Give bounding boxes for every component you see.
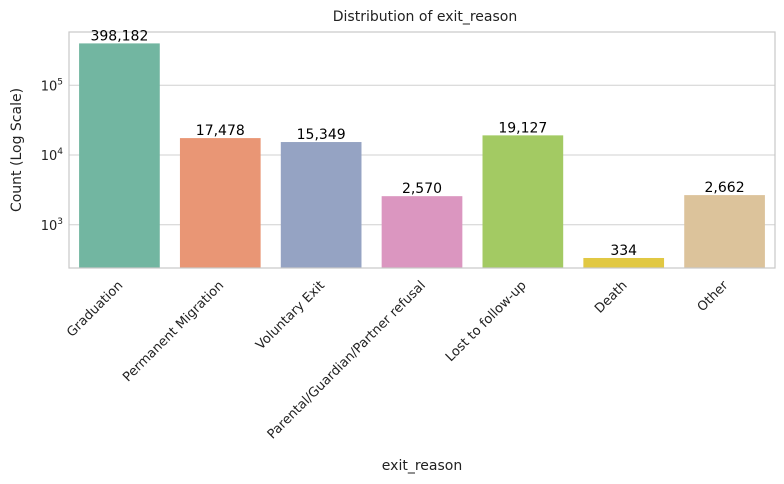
bar: [179, 138, 261, 268]
value-labels: 398,182 17,478 15,349 2,570 19,127 334 2,662: [90, 28, 744, 259]
x-tick-label: Other: [695, 278, 732, 315]
bar-value-label: 334: [610, 243, 637, 259]
bar-value-label: 398,182: [90, 28, 148, 44]
bar: [79, 43, 160, 268]
y-tick-label: 103: [41, 217, 63, 234]
plot-frame: [68, 31, 776, 269]
bar: [381, 196, 463, 268]
x-axis-label: exit_reason: [382, 458, 462, 474]
bar-value-label: 17,478: [196, 123, 245, 139]
x-tick-label: Lost to follow-up: [443, 278, 530, 365]
bar-value-label: 2,662: [705, 180, 745, 196]
bar: [583, 257, 665, 268]
x-tick-label: Parental/Guardian/Partner refusal: [265, 278, 429, 442]
bar-value-label: 15,349: [297, 127, 346, 143]
bar: [482, 135, 564, 268]
x-tick-label: Death: [592, 278, 630, 316]
y-tick-label: 105: [41, 77, 63, 94]
bar: [280, 142, 362, 268]
bar-value-label: 19,127: [498, 120, 547, 136]
bars: [79, 43, 765, 268]
chart-title: Distribution of exit_reason: [333, 9, 517, 25]
x-tick-label: Voluntary Exit: [253, 278, 328, 353]
bar: [684, 195, 765, 268]
y-tick-label: 104: [41, 147, 64, 164]
y-axis-label: Count (Log Scale): [9, 88, 25, 212]
bar-value-label: 2,570: [402, 181, 442, 197]
x-tick-label: Permanent Migration: [120, 278, 227, 385]
y-axis-ticks: 103 104 105: [41, 77, 64, 234]
x-tick-label: Graduation: [64, 278, 126, 340]
